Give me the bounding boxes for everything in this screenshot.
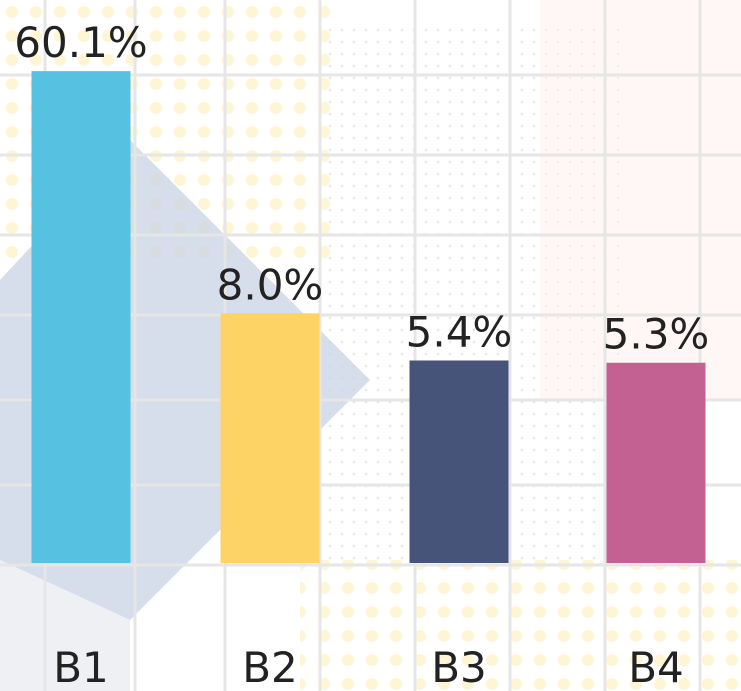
x-tick-label: B1	[53, 643, 109, 691]
value-label: 5.3%	[603, 310, 710, 359]
x-tick-label: B3	[431, 643, 487, 691]
value-label: 5.4%	[406, 307, 513, 356]
x-tick-label: B4	[628, 643, 684, 691]
bar	[409, 360, 509, 563]
bar	[606, 362, 706, 563]
bar	[31, 71, 131, 563]
value-label: 60.1%	[14, 18, 147, 67]
x-tick-label: B2	[242, 643, 298, 691]
value-label: 8.0%	[217, 260, 324, 309]
bar	[220, 313, 320, 563]
